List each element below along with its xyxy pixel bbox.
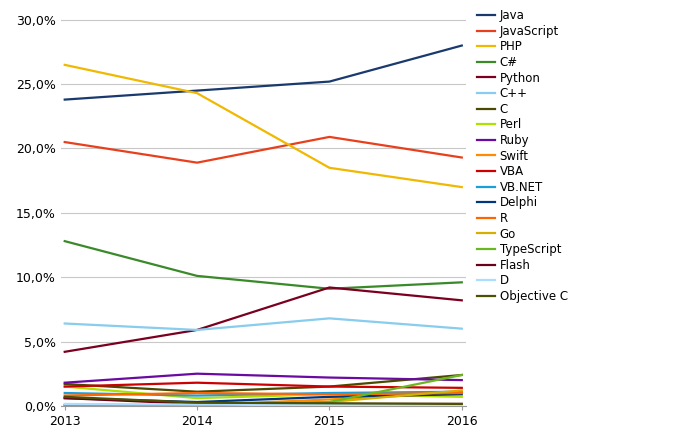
- R: [61, 393, 69, 398]
- Line: Ruby: Ruby: [65, 374, 462, 383]
- Line: PHP: PHP: [65, 65, 462, 187]
- Swift: [458, 390, 466, 396]
- Line: JavaScript: JavaScript: [65, 137, 462, 163]
- R: [458, 390, 466, 396]
- Line: Python: Python: [65, 288, 462, 352]
- Swift: [193, 403, 201, 408]
- C++: [325, 316, 333, 321]
- Python: [325, 285, 333, 290]
- Objective C: [193, 400, 201, 405]
- Delphi: [61, 396, 69, 401]
- Java: [458, 43, 466, 48]
- Flash: [61, 396, 69, 401]
- Flash: [458, 401, 466, 407]
- Perl: [458, 394, 466, 400]
- VBA: [325, 384, 333, 389]
- Flash: [193, 401, 201, 407]
- Line: Go: Go: [65, 390, 462, 405]
- C#: [61, 239, 69, 244]
- JavaScript: [458, 155, 466, 160]
- PHP: [193, 91, 201, 96]
- Delphi: [325, 394, 333, 400]
- VBA: [193, 380, 201, 385]
- Line: Delphi: Delphi: [65, 394, 462, 402]
- Line: Objective C: Objective C: [65, 397, 462, 404]
- Perl: [193, 396, 201, 401]
- Python: [458, 297, 466, 303]
- JavaScript: [61, 140, 69, 145]
- Line: Swift: Swift: [65, 393, 462, 405]
- C++: [61, 321, 69, 326]
- Line: D: D: [65, 404, 462, 405]
- D: [193, 402, 201, 407]
- Java: [61, 97, 69, 102]
- Objective C: [458, 401, 466, 407]
- C: [325, 384, 333, 389]
- Go: [193, 403, 201, 408]
- R: [193, 390, 201, 396]
- C#: [458, 280, 466, 285]
- Objective C: [325, 401, 333, 406]
- C: [61, 381, 69, 387]
- C: [193, 389, 201, 394]
- Perl: [325, 392, 333, 397]
- Swift: [61, 403, 69, 408]
- JavaScript: [325, 134, 333, 140]
- Legend: Java, JavaScript, PHP, C#, Python, C++, C, Perl, Ruby, Swift, VBA, VB.NET, Delph: Java, JavaScript, PHP, C#, Python, C++, …: [472, 4, 572, 308]
- VB.NET: [458, 389, 466, 394]
- Line: VBA: VBA: [65, 383, 462, 388]
- Objective C: [61, 394, 69, 400]
- TypeScript: [325, 399, 333, 405]
- Ruby: [193, 371, 201, 376]
- C: [458, 372, 466, 378]
- Ruby: [61, 380, 69, 385]
- VB.NET: [193, 393, 201, 398]
- Line: C++: C++: [65, 318, 462, 330]
- VBA: [61, 384, 69, 389]
- D: [325, 402, 333, 407]
- PHP: [458, 185, 466, 190]
- C++: [193, 327, 201, 333]
- Line: TypeScript: TypeScript: [65, 375, 462, 405]
- TypeScript: [61, 403, 69, 408]
- PHP: [61, 62, 69, 67]
- VB.NET: [325, 390, 333, 396]
- Ruby: [325, 375, 333, 380]
- VB.NET: [61, 390, 69, 396]
- D: [61, 401, 69, 407]
- R: [325, 392, 333, 397]
- TypeScript: [458, 372, 466, 378]
- C#: [193, 273, 201, 279]
- PHP: [325, 165, 333, 170]
- Flash: [325, 401, 333, 407]
- Delphi: [193, 399, 201, 405]
- Perl: [61, 384, 69, 389]
- Line: R: R: [65, 393, 462, 396]
- C#: [325, 286, 333, 291]
- Swift: [325, 397, 333, 402]
- Go: [61, 403, 69, 408]
- Ruby: [458, 377, 466, 383]
- Line: C#: C#: [65, 241, 462, 289]
- Line: Java: Java: [65, 45, 462, 99]
- Line: Perl: Perl: [65, 387, 462, 398]
- C++: [458, 326, 466, 331]
- Go: [458, 388, 466, 393]
- Java: [325, 79, 333, 84]
- D: [458, 402, 466, 407]
- Line: VB.NET: VB.NET: [65, 392, 462, 396]
- Delphi: [458, 392, 466, 397]
- Java: [193, 88, 201, 93]
- Line: C: C: [65, 375, 462, 392]
- Python: [61, 349, 69, 355]
- Line: Flash: Flash: [65, 398, 462, 404]
- TypeScript: [193, 403, 201, 408]
- Go: [325, 399, 333, 405]
- Python: [193, 327, 201, 333]
- VBA: [458, 385, 466, 391]
- JavaScript: [193, 160, 201, 165]
